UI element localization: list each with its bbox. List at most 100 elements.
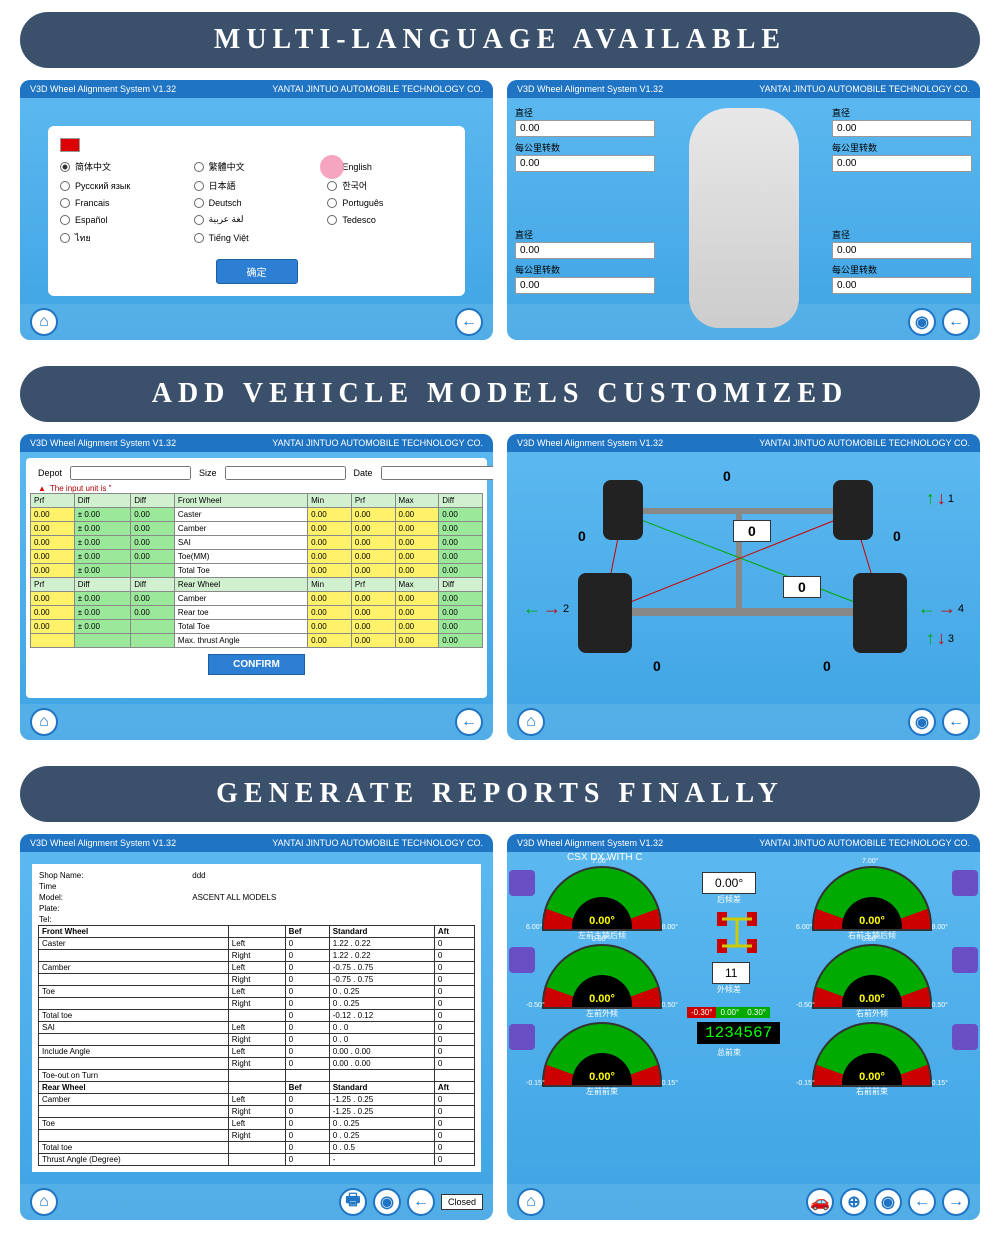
arrow-set-4[interactable]: ←→4 [918,598,964,619]
side-icon-4[interactable] [952,870,978,896]
size-label: Size [199,468,217,478]
wheel-fr [833,480,873,540]
camera-button[interactable]: ◉ [373,1188,401,1216]
size-input[interactable] [225,466,346,480]
depot-input[interactable] [70,466,191,480]
language-option[interactable]: Francais [60,198,186,208]
diameter-field[interactable]: 0.00 [832,120,972,137]
gauge-min: -0.50° [526,1002,545,1009]
company-name: YANTAI JINTUO AUTOMOBILE TECHNOLOGY CO. [272,438,483,448]
language-label: ไทย [75,231,91,245]
rpm-field[interactable]: 0.00 [832,155,972,172]
language-option[interactable]: 简体中文 [60,160,186,173]
language-option[interactable]: 繁體中文 [194,160,320,173]
print-button[interactable]: 🖶 [339,1188,367,1216]
param-rr: 直径 0.00 每公里转数 0.00 [832,228,972,298]
side-icon-2[interactable] [509,947,535,973]
gauge-min: -0.15° [526,1080,545,1087]
radio-icon [60,233,70,243]
language-option[interactable]: Español [60,214,186,225]
side-icon-5[interactable] [952,947,978,973]
back-button[interactable]: ← [942,708,970,736]
language-option[interactable]: 한국어 [327,179,453,192]
gauge: 0.00° 右前前束 -0.15° 0.15° [812,1022,932,1087]
home-button[interactable]: ⌂ [30,308,58,336]
flag-tab[interactable] [60,138,80,152]
mini-mid: 0.00° [716,1007,743,1018]
language-option[interactable]: Português [327,198,453,208]
language-label: Português [342,198,383,208]
back-button[interactable]: ← [455,308,483,336]
language-option[interactable]: Русский язык [60,179,186,192]
home-button[interactable]: ⌂ [517,1188,545,1216]
back-button[interactable]: ← [407,1188,435,1216]
tool-button-1[interactable]: 🚗 [806,1188,834,1216]
tool-button-3[interactable]: ◉ [874,1188,902,1216]
axle-value: 0 [723,468,731,484]
side-icon-3[interactable] [509,1024,535,1050]
diameter-field[interactable]: 0.00 [832,242,972,259]
company-name: YANTAI JINTUO AUTOMOBILE TECHNOLOGY CO. [759,84,970,94]
back-button[interactable]: ← [908,1188,936,1216]
arrow-set-2[interactable]: ←→2 [523,598,569,619]
confirm-button[interactable]: 确定 [216,259,298,284]
gauge-top: 0.00° [862,936,878,943]
back-button[interactable]: ← [942,308,970,336]
side-icon-1[interactable] [509,870,535,896]
depot-label: Depot [38,468,62,478]
warning-text: ▲ The input unit is " [30,484,483,493]
language-option[interactable]: 日本語 [194,179,320,192]
language-option[interactable]: Deutsch [194,198,320,208]
language-option[interactable]: English [327,160,453,173]
gauge-title: 右前前束 [814,1086,930,1097]
language-grid: 简体中文繁體中文 English Русский язык 日本語 한국어 Francai… [60,160,453,245]
gauge-max: 0.50° [932,1002,948,1009]
home-button[interactable]: ⌂ [517,708,545,736]
arrow-set-3[interactable]: ↑↓3 [926,628,954,649]
diameter-label: 直径 [832,106,972,119]
language-option[interactable]: Tiếng Việt [194,231,320,245]
language-option[interactable]: ไทย [60,231,186,245]
app-title: V3D Wheel Alignment System V1.32 [30,838,176,848]
confirm-button[interactable]: CONFIRM [208,654,305,675]
screen-language: V3D Wheel Alignment System V1.32 YANTAI … [20,80,493,340]
rpm-field[interactable]: 0.00 [515,155,655,172]
camera-button[interactable]: ◉ [908,308,936,336]
gauge-min: -0.15° [796,1080,815,1087]
arrow-set-1[interactable]: ↑↓1 [926,488,954,509]
language-label: English [342,162,372,172]
rpm-field[interactable]: 0.00 [515,277,655,294]
home-button[interactable]: ⌂ [30,1188,58,1216]
language-label: Tedesco [342,215,376,225]
gauge: 0.00° 右前主销后倾 6.00° 8.00° 7.00° [812,866,932,931]
diameter-field[interactable]: 0.00 [515,120,655,137]
back-button[interactable]: ← [455,708,483,736]
company-name: YANTAI JINTUO AUTOMOBILE TECHNOLOGY CO. [759,838,970,848]
side-icon-6[interactable] [952,1024,978,1050]
rpm-field[interactable]: 0.00 [832,277,972,294]
rpm-label: 每公里转数 [832,141,972,154]
forward-button[interactable]: → [942,1188,970,1216]
language-option[interactable]: لغة عربية [194,214,320,225]
time-label: Time [38,881,191,892]
language-label: Español [75,215,108,225]
company-name: YANTAI JINTUO AUTOMOBILE TECHNOLOGY CO. [272,838,483,848]
date-input[interactable] [381,466,493,480]
diameter-label: 直径 [515,228,655,241]
gauge-value: 0.00° [859,993,885,1005]
gauge-value: 0.00° [589,915,615,927]
home-button[interactable]: ⌂ [30,708,58,736]
wheel-rl [578,573,632,653]
report-meta: Shop Name:ddd Time Model:ASCENT ALL MODE… [38,870,475,925]
radio-icon [194,181,204,191]
language-label: لغة عربية [209,214,244,225]
language-option[interactable]: Tedesco [327,214,453,225]
tool-button-2[interactable]: ⊕ [840,1188,868,1216]
camera-button[interactable]: ◉ [908,708,936,736]
screen-axle: V3D Wheel Alignment System V1.32 YANTAI … [507,434,980,740]
diameter-field[interactable]: 0.00 [515,242,655,259]
date-label: Date [354,468,373,478]
report-data-table: Front WheelBefStandardAftCasterLeft01.22… [38,925,475,1166]
language-label: Русский язык [75,181,130,191]
footer: ⌂ 🚗 ⊕ ◉ ← → [507,1184,980,1220]
